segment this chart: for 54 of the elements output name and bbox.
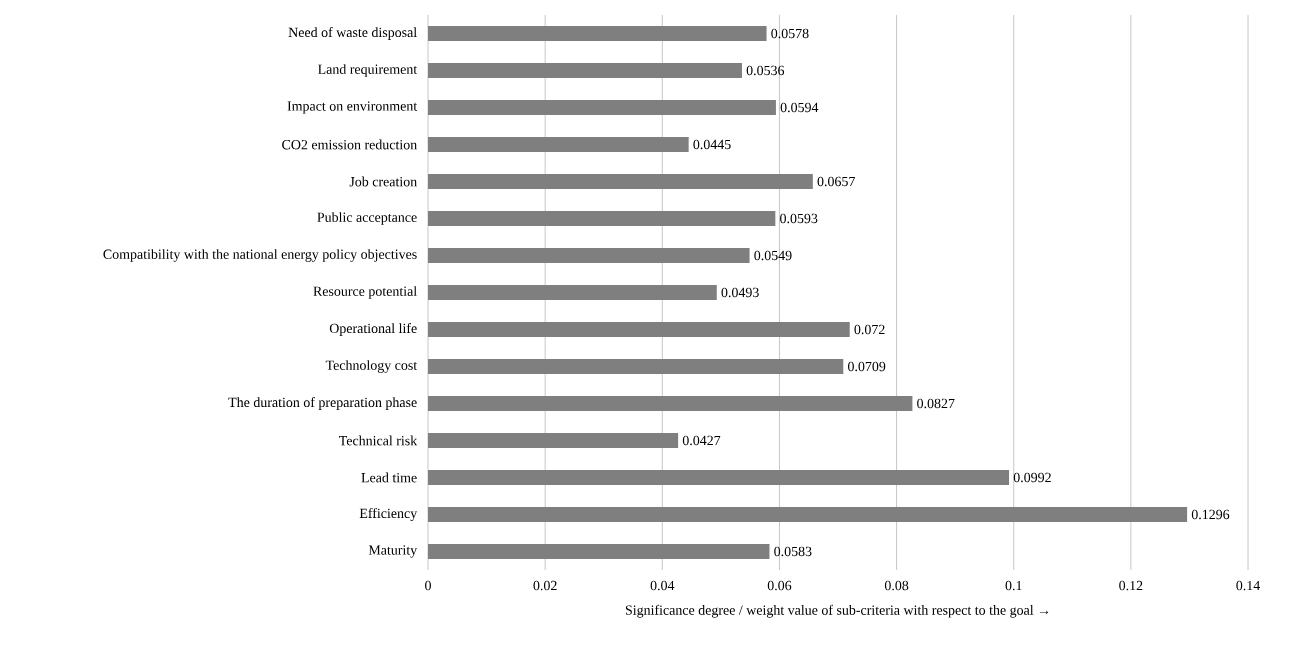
y-tick-label: Lead time	[361, 472, 417, 483]
data-label: 0.0578	[771, 28, 809, 39]
y-tick-label: Technical risk	[339, 435, 418, 446]
data-label: 0.0593	[780, 213, 818, 224]
bar	[428, 173, 813, 189]
y-tick-label: Need of waste disposal	[288, 27, 417, 40]
y-tick-label: Land requirement	[318, 64, 418, 77]
y-tick-label: Technology cost	[325, 360, 418, 373]
data-label: 0.0427	[682, 435, 721, 446]
x-tick-label: 0	[425, 580, 431, 591]
x-tick-label: 0.1	[1005, 580, 1022, 591]
y-tick-label: Impact on environment	[287, 101, 418, 114]
y-tick-label: Compatibility with the national energy policy objectives	[103, 249, 417, 262]
bar	[428, 62, 742, 78]
x-tick-label: 0.04	[650, 580, 675, 591]
y-tick-label: CO2 emission reduction	[282, 139, 417, 150]
data-label: 0.0536	[746, 65, 785, 76]
y-tick-label: Job creation	[349, 176, 417, 187]
data-label: 0.0445	[693, 139, 731, 150]
x-tick-label: 0.08	[884, 580, 909, 591]
bar	[428, 247, 750, 263]
data-label: 0.072	[854, 324, 885, 335]
bar	[428, 25, 767, 41]
x-axis-title: Significance degree / weight value of sub-criteria with respect to the goal →	[625, 604, 1049, 618]
x-tick-label: 0.12	[1119, 580, 1143, 591]
y-tick-label: The duration of preparation phase	[228, 397, 417, 410]
x-tick-label: 0.02	[533, 580, 557, 591]
bar	[428, 358, 844, 374]
data-label: 0.0992	[1013, 472, 1051, 483]
bar	[428, 136, 689, 152]
data-label: 0.0709	[848, 361, 886, 372]
bar	[428, 395, 913, 411]
data-label: 0.0827	[917, 398, 955, 409]
bar	[428, 432, 679, 448]
data-label: 0.1296	[1191, 509, 1230, 520]
bar	[428, 321, 850, 337]
y-tick-label: Operational life	[329, 323, 417, 336]
data-label: 0.0594	[780, 102, 819, 113]
y-tick-label: Public acceptance	[317, 212, 417, 225]
bar	[428, 506, 1188, 522]
bar	[428, 543, 770, 559]
x-tick-label: 0.06	[767, 580, 792, 591]
y-tick-label: Efficiency	[359, 508, 418, 521]
data-label: 0.0549	[754, 250, 792, 261]
bar	[428, 210, 776, 226]
y-tick-label: Maturity	[368, 545, 418, 558]
data-label: 0.0657	[817, 176, 855, 187]
x-tick-label: 0.14	[1236, 580, 1261, 591]
bar	[428, 284, 717, 300]
y-tick-label: Resource potential	[313, 286, 417, 299]
bar	[428, 469, 1010, 485]
bar	[428, 99, 776, 115]
data-label: 0.0493	[721, 287, 759, 298]
data-label: 0.0583	[774, 546, 812, 557]
